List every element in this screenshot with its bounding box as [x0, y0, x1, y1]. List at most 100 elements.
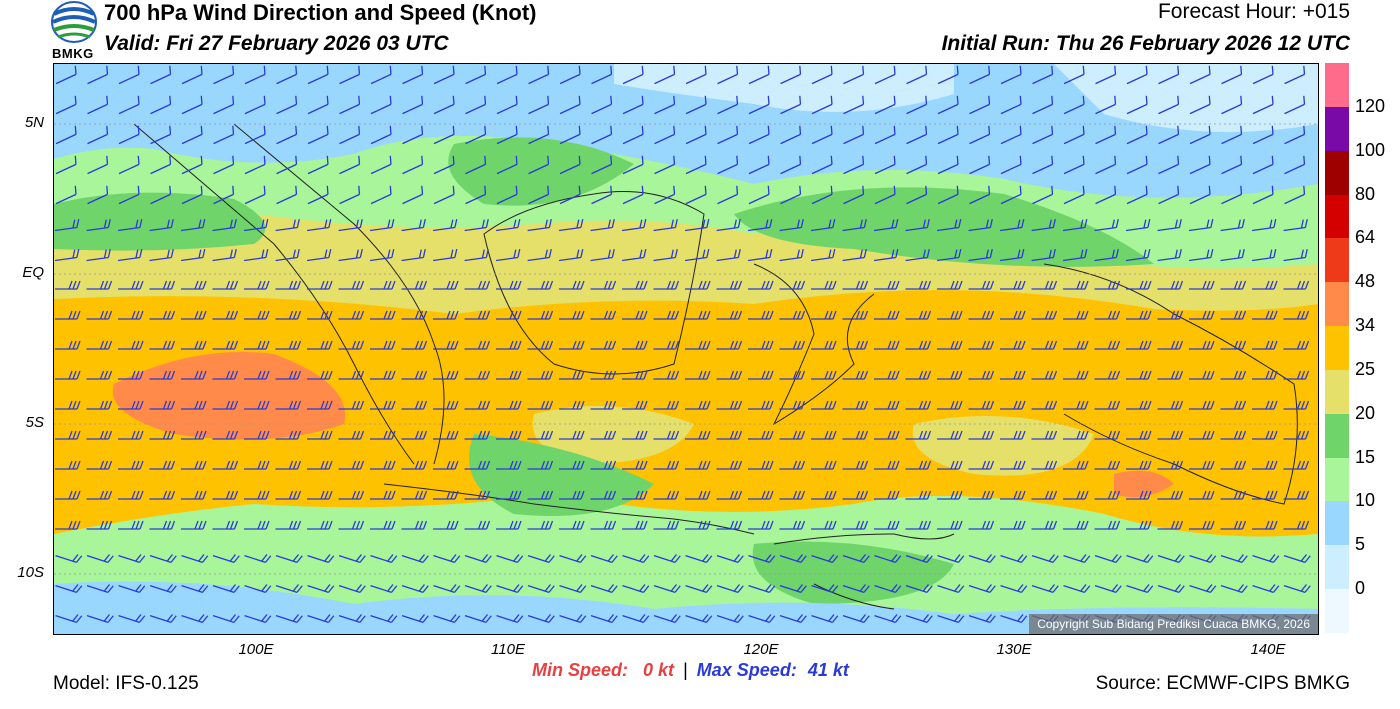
wind-barb — [86, 460, 113, 470]
wind-barb — [338, 430, 365, 440]
wind-barb — [842, 280, 869, 290]
wind-barb — [118, 218, 143, 232]
wind-barb — [779, 370, 806, 380]
wind-barb — [590, 520, 617, 530]
wind-barb — [86, 280, 113, 290]
wind-barb — [874, 340, 900, 350]
wind-barb — [1157, 218, 1182, 232]
wind-barb — [1158, 185, 1180, 205]
wind-barb — [527, 614, 555, 624]
wind-barb — [1000, 185, 1022, 205]
wind-barb — [150, 185, 172, 205]
wind-barb — [1252, 280, 1278, 290]
wind-barb — [559, 460, 585, 470]
wind-barb — [1252, 554, 1280, 564]
wind-barb — [937, 370, 963, 380]
wind-barb — [1189, 340, 1215, 350]
wind-barb — [433, 125, 455, 145]
wind-barb — [1283, 584, 1311, 594]
wind-barb — [874, 310, 900, 320]
wind-barb — [118, 554, 146, 564]
wind-barb — [1157, 370, 1184, 380]
wind-barb — [212, 340, 239, 350]
wind-barb — [496, 370, 522, 380]
wind-barb — [433, 340, 459, 350]
wind-barb — [275, 310, 302, 320]
wind-barb — [906, 155, 928, 175]
wind-barb — [496, 310, 522, 320]
wind-barb — [968, 460, 995, 470]
wind-barb — [1252, 155, 1274, 175]
wind-barb — [843, 95, 865, 115]
wind-barb — [1094, 340, 1121, 350]
wind-barb — [874, 185, 896, 205]
wind-barb — [401, 400, 428, 410]
wind-barb — [717, 125, 739, 145]
wind-barb — [307, 520, 333, 530]
wind-barb — [1126, 218, 1151, 232]
wind-barb — [464, 430, 491, 440]
wind-barb — [905, 584, 933, 594]
wind-barb — [55, 280, 81, 290]
wind-barb — [244, 218, 269, 232]
wind-barb — [338, 340, 365, 350]
wind-barb — [118, 65, 140, 85]
lat-label-5n: 5N — [24, 114, 44, 131]
wind-barb — [559, 430, 585, 440]
wind-barb — [591, 95, 613, 115]
wind-barb — [528, 95, 550, 115]
wind-barb — [1189, 218, 1214, 232]
wind-barb — [779, 248, 804, 262]
wind-barb — [1189, 584, 1217, 594]
wind-barb — [433, 520, 459, 530]
wind-barb — [874, 280, 900, 290]
wind-barb — [748, 65, 770, 85]
wind-barb — [622, 554, 650, 564]
wind-barb — [1000, 65, 1022, 85]
wind-barb — [86, 554, 114, 564]
wind-barb — [1189, 248, 1214, 262]
wind-barb — [464, 460, 491, 470]
wind-barb — [244, 490, 270, 500]
wind-barb — [559, 95, 581, 115]
wind-map[interactable]: Copyright Sub Bidang Prediksi Cuaca BMKG… — [53, 63, 1319, 635]
wind-barb — [685, 520, 711, 530]
wind-barb — [1252, 248, 1277, 262]
wind-barb — [496, 248, 521, 262]
wind-barb — [874, 430, 900, 440]
wind-barb — [716, 614, 744, 624]
wind-barb — [307, 155, 329, 175]
wind-barb — [339, 185, 361, 205]
graticule — [54, 123, 1318, 575]
wind-barb — [779, 614, 807, 624]
wind-barb — [496, 65, 518, 85]
wind-barb — [905, 248, 930, 262]
wind-barb — [622, 155, 644, 175]
wind-barb — [716, 584, 744, 594]
wind-barb — [527, 460, 554, 470]
wind-barb — [244, 280, 270, 290]
wind-barb — [244, 65, 266, 85]
wind-barb — [1032, 125, 1054, 145]
wind-barb — [874, 248, 899, 262]
wind-barb — [1220, 310, 1247, 320]
wind-barb — [433, 248, 458, 262]
colorbar-segment — [1325, 369, 1349, 414]
wind-barb — [244, 185, 266, 205]
wind-barb — [1252, 520, 1278, 530]
wind-barb — [527, 490, 554, 500]
wind-barb — [213, 155, 235, 175]
wind-barb — [181, 460, 207, 470]
wind-barb — [118, 340, 144, 350]
wind-barb — [685, 400, 711, 410]
wind-barb — [86, 248, 111, 262]
wind-barb — [590, 460, 617, 470]
wind-barb — [1063, 490, 1089, 500]
wind-barb — [1095, 95, 1117, 115]
wind-barb — [464, 340, 491, 350]
wind-barb — [370, 554, 398, 564]
wind-barb — [1031, 248, 1056, 262]
wind-barb — [339, 95, 361, 115]
lat-label-5s: 5S — [25, 414, 44, 431]
wind-barb — [433, 584, 461, 594]
